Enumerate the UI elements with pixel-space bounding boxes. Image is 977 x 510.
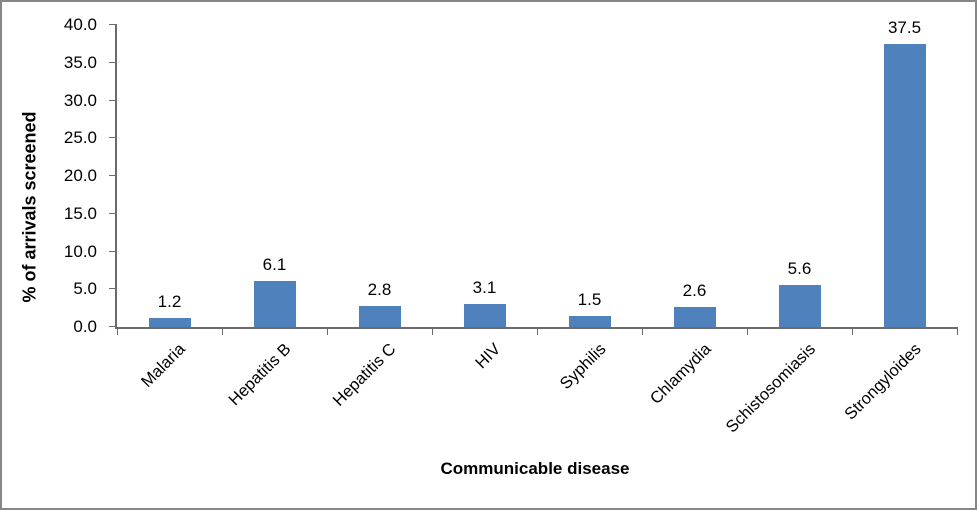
y-axis-tick <box>109 137 117 139</box>
y-axis-tick <box>109 250 117 252</box>
bar-value-label: 2.6 <box>682 281 707 301</box>
y-axis-tick-label: 0.0 <box>73 317 97 336</box>
y-axis-tick <box>109 61 117 63</box>
y-axis-tick <box>109 212 117 214</box>
x-axis-tick <box>116 327 118 335</box>
y-axis-tick-label: 25.0 <box>63 128 97 148</box>
y-axis-tick-label: 15.0 <box>63 203 97 223</box>
x-axis-tick <box>851 327 853 335</box>
x-axis-tick <box>221 327 223 335</box>
y-axis-tick <box>109 99 117 101</box>
bar-value-label: 1.5 <box>577 289 602 309</box>
x-axis-tick <box>956 327 958 335</box>
y-axis-tick-label: 20.0 <box>63 166 97 185</box>
y-axis-tick-label: 35.0 <box>63 52 97 72</box>
bar-value-label: 5.6 <box>787 258 812 278</box>
category-label: HIV <box>472 340 505 373</box>
bar <box>253 280 296 327</box>
bar <box>358 305 401 327</box>
x-axis-labels: Malaria Hepatitis B Hepatitis C HIV Syphilis… <box>115 340 955 450</box>
x-axis-title: Communicable disease <box>440 459 630 478</box>
category-label: Chlamydia <box>646 340 715 408</box>
y-axis-tick-label: 40.0 <box>63 15 97 34</box>
y-axis-tick-label: 10.0 <box>63 241 97 261</box>
bar-value-label: 1.2 <box>157 291 182 311</box>
x-axis-tick <box>641 327 643 335</box>
plot-area: 0.0 5.0 10.0 15.0 20.0 25.0 30.0 35.0 40.0 1.2 6.1… <box>64 15 958 336</box>
category-label: Strongyloides <box>840 340 925 424</box>
category-label: Syphilis <box>556 340 610 393</box>
y-axis-tick <box>109 175 117 176</box>
x-axis-tick <box>326 327 328 335</box>
bar <box>778 284 821 327</box>
category-label: Hepatitis B <box>225 340 295 410</box>
y-axis-tick <box>109 24 117 25</box>
bar <box>568 315 611 327</box>
bar-value-label: 37.5 <box>887 17 922 37</box>
y-axis-tick-label: 5.0 <box>73 279 97 299</box>
bar <box>673 307 716 327</box>
y-axis-tick <box>109 288 117 290</box>
bar <box>148 317 191 327</box>
bar <box>463 303 506 327</box>
bar <box>883 43 926 327</box>
category-label: Schistosomiasis <box>722 340 820 437</box>
y-axis-tick <box>109 326 117 327</box>
category-label: Hepatitis C <box>329 340 400 410</box>
category-label: Malaria <box>138 340 190 391</box>
bar-value-label: 3.1 <box>472 277 497 297</box>
bar-value-label: 2.8 <box>367 279 392 299</box>
x-axis-tick <box>536 327 538 335</box>
y-axis-tick-label: 30.0 <box>63 90 97 110</box>
x-axis-tick <box>746 327 748 335</box>
x-axis-tick <box>431 327 433 335</box>
bar-value-label: 6.1 <box>262 254 287 274</box>
